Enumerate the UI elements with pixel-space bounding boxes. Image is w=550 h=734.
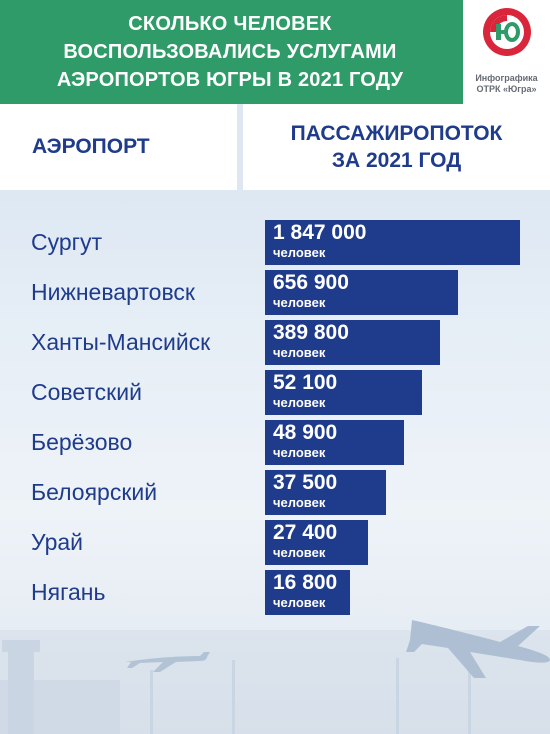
bar-unit-label: человек xyxy=(273,295,326,310)
bar-value-label: 16 800 xyxy=(273,571,338,594)
passenger-bar: 389 800 человек xyxy=(265,320,440,365)
airport-label: Советский xyxy=(31,379,142,405)
logo-caption-line-2: ОТРК «Югра» xyxy=(476,84,537,94)
airport-label: Сургут xyxy=(31,229,103,255)
traffic-header-line-1: ПАССАЖИРОПОТОК xyxy=(290,122,503,145)
airport-label: Нижневартовск xyxy=(31,279,195,305)
bar-unit-label: человек xyxy=(273,545,326,560)
column-header-airport: АЭРОПОРТ xyxy=(0,104,237,190)
airplane-large-icon xyxy=(406,620,550,678)
passenger-bar: 27 400 человек xyxy=(265,520,368,565)
passenger-bar: 16 800 человек xyxy=(265,570,350,615)
airport-label: Белоярский xyxy=(31,479,158,505)
airport-silhouette-art xyxy=(0,620,550,734)
ugra-logo-icon xyxy=(483,8,531,56)
passenger-bar: 48 900 человек xyxy=(265,420,404,465)
bar-value-label: 1 847 000 xyxy=(273,221,367,244)
bar-value-label: 37 500 xyxy=(273,471,338,494)
bar-unit-label: человек xyxy=(273,445,326,460)
passenger-bar: 37 500 человек xyxy=(265,470,386,515)
bar-value-label: 656 900 xyxy=(273,271,349,294)
title-line-1: СКОЛЬКО ЧЕЛОВЕК xyxy=(128,13,332,35)
airport-label: Берёзово xyxy=(31,429,133,455)
airport-label: Урай xyxy=(31,529,84,555)
airplane-small-icon xyxy=(125,652,210,672)
bar-unit-label: человек xyxy=(273,345,326,360)
page-title: СКОЛЬКО ЧЕЛОВЕК ВОСПОЛЬЗОВАЛИСЬ УСЛУГАМИ… xyxy=(0,10,460,94)
passenger-bar: 52 100 человек xyxy=(265,370,422,415)
bar-unit-label: человек xyxy=(273,495,326,510)
column-header-traffic: ПАССАЖИРОПОТОК ЗА 2021 ГОД xyxy=(243,104,550,190)
title-line-2: ВОСПОЛЬЗОВАЛИСЬ УСЛУГАМИ xyxy=(63,41,397,63)
title-line-3: АЭРОПОРТОВ ЮГРЫ В 2021 ГОДУ xyxy=(56,69,404,91)
bar-value-label: 48 900 xyxy=(273,421,338,444)
traffic-header-line-2: ЗА 2021 ГОД xyxy=(331,149,462,172)
header-banner: СКОЛЬКО ЧЕЛОВЕК ВОСПОЛЬЗОВАЛИСЬ УСЛУГАМИ… xyxy=(0,0,550,104)
passenger-bar: 656 900 человек xyxy=(265,270,458,315)
bar-unit-label: человек xyxy=(273,245,326,260)
bar-value-label: 389 800 xyxy=(273,321,349,344)
airport-label: Ханты-Мансийск xyxy=(31,329,211,355)
bar-unit-label: человек xyxy=(273,395,326,410)
bar-unit-label: человек xyxy=(273,595,326,610)
logo: Инфографика ОТРК «Югра» xyxy=(463,0,550,104)
bar-value-label: 52 100 xyxy=(273,371,338,394)
airport-label: Нягань xyxy=(31,579,106,605)
passenger-bar: 1 847 000 человек xyxy=(265,220,520,265)
bar-value-label: 27 400 xyxy=(273,521,338,544)
logo-caption-line-1: Инфографика xyxy=(475,73,538,83)
logo-caption: Инфографика ОТРК «Югра» xyxy=(463,73,550,95)
column-divider xyxy=(237,104,243,190)
